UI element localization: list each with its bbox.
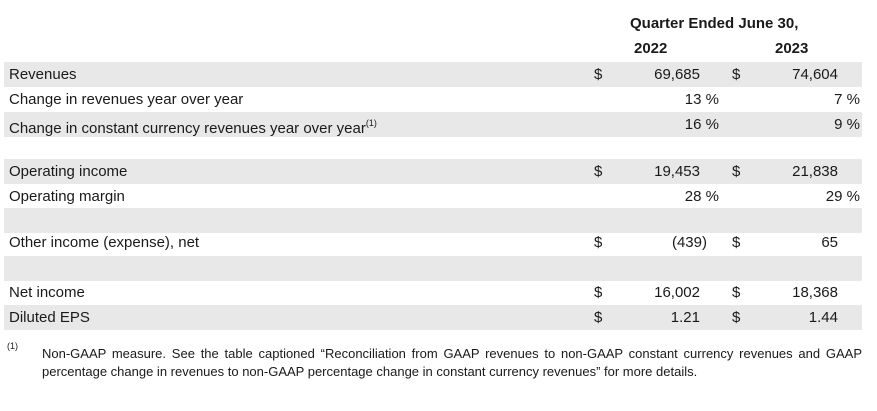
value-2022: 19,453 — [654, 163, 700, 180]
value-2022: 69,685 — [654, 66, 700, 83]
currency-symbol: $ — [732, 234, 741, 251]
period-header: Quarter Ended June 30, — [630, 15, 799, 32]
table-row-revenues: Revenues $ 69,685 $ 74,604 — [4, 62, 862, 87]
table-row-operating-margin: Operating margin 28 % 29 % — [4, 184, 862, 209]
value-2022: 13 % — [684, 91, 719, 108]
year-2023-header: 2023 — [775, 40, 809, 57]
table-row-change-revenues: Change in revenues year over year 13 % 7… — [4, 87, 862, 112]
footnote-reference: (1) — [365, 118, 377, 128]
value-2023: 1.44 — [808, 309, 838, 326]
value-2022: 16,002 — [654, 284, 700, 301]
row-label: Net income — [9, 284, 85, 301]
value-2023: 21,838 — [792, 163, 838, 180]
currency-symbol: $ — [594, 234, 603, 251]
currency-symbol: $ — [594, 309, 603, 326]
row-label: Revenues — [9, 66, 77, 83]
row-label-text: Change in constant currency revenues yea… — [9, 120, 366, 137]
currency-symbol: $ — [732, 309, 741, 326]
currency-symbol: $ — [594, 284, 603, 301]
currency-symbol: $ — [732, 163, 741, 180]
row-label: Diluted EPS — [9, 309, 90, 326]
table-row-operating-income: Operating income $ 19,453 $ 21,838 — [4, 159, 862, 184]
table-row-constant-currency: Change in constant currency revenues yea… — [4, 112, 862, 137]
row-label: Other income (expense), net — [9, 234, 200, 251]
footnote-text: Non-GAAP measure. See the table captione… — [42, 346, 862, 379]
table-row-diluted-eps: Diluted EPS $ 1.21 $ 1.44 — [4, 305, 862, 330]
currency-symbol: $ — [732, 66, 741, 83]
row-label: Change in constant currency revenues yea… — [9, 112, 377, 137]
table-row-other-income: Other income (expense), net $ (439) $ 65 — [4, 230, 862, 255]
value-2023: 7 % — [834, 91, 860, 108]
value-2023: 29 % — [825, 188, 860, 205]
value-2023: 9 % — [834, 116, 860, 133]
currency-symbol: $ — [732, 284, 741, 301]
spacer-row — [4, 256, 862, 281]
value-2022: 1.21 — [670, 309, 700, 326]
currency-symbol: $ — [594, 163, 603, 180]
row-label: Change in revenues year over year — [9, 91, 244, 108]
footnote-marker: (1) — [7, 341, 18, 351]
value-2023: 74,604 — [792, 66, 838, 83]
currency-symbol: $ — [594, 66, 603, 83]
year-2022-header: 2022 — [634, 40, 668, 57]
value-2023: 18,368 — [792, 284, 838, 301]
value-2023: 65 — [821, 234, 838, 251]
row-label: Operating income — [9, 163, 128, 180]
value-2022: (439) — [671, 234, 707, 251]
spacer-row — [4, 208, 862, 233]
value-2022: 28 % — [684, 188, 719, 205]
value-2022: 16 % — [684, 116, 719, 133]
table-row-net-income: Net income $ 16,002 $ 18,368 — [4, 280, 862, 305]
row-label: Operating margin — [9, 188, 125, 205]
